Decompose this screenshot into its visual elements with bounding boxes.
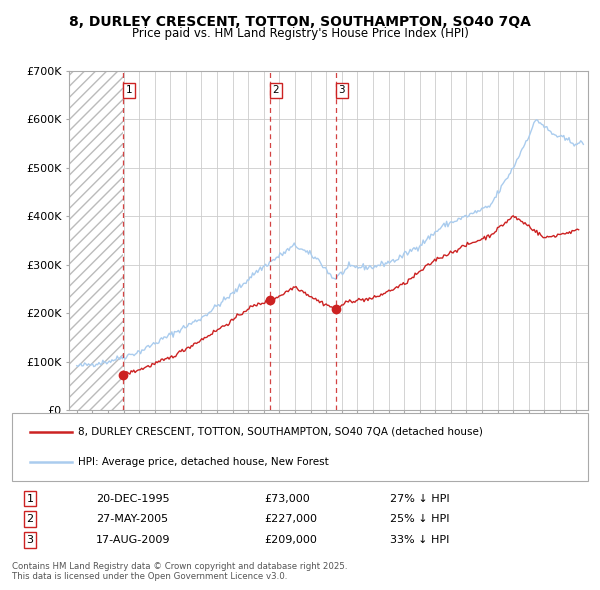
Text: £227,000: £227,000: [264, 514, 317, 524]
Text: 17-AUG-2009: 17-AUG-2009: [96, 535, 170, 545]
Bar: [69, 71, 123, 410]
Text: 27-MAY-2005: 27-MAY-2005: [96, 514, 168, 524]
Text: £73,000: £73,000: [264, 494, 310, 503]
Text: 2: 2: [26, 514, 34, 524]
Text: 20-DEC-1995: 20-DEC-1995: [96, 494, 170, 503]
Text: 33% ↓ HPI: 33% ↓ HPI: [390, 535, 449, 545]
Text: Price paid vs. HM Land Registry's House Price Index (HPI): Price paid vs. HM Land Registry's House …: [131, 27, 469, 40]
Text: 27% ↓ HPI: 27% ↓ HPI: [390, 494, 449, 503]
Text: 25% ↓ HPI: 25% ↓ HPI: [390, 514, 449, 524]
Text: 3: 3: [26, 535, 34, 545]
Text: 3: 3: [338, 85, 345, 95]
Text: 1: 1: [26, 494, 34, 503]
Text: Contains HM Land Registry data © Crown copyright and database right 2025.
This d: Contains HM Land Registry data © Crown c…: [12, 562, 347, 581]
Text: 1: 1: [125, 85, 132, 95]
Text: HPI: Average price, detached house, New Forest: HPI: Average price, detached house, New …: [78, 457, 329, 467]
Text: 8, DURLEY CRESCENT, TOTTON, SOUTHAMPTON, SO40 7QA: 8, DURLEY CRESCENT, TOTTON, SOUTHAMPTON,…: [69, 15, 531, 29]
Text: 2: 2: [272, 85, 279, 95]
Text: £209,000: £209,000: [264, 535, 317, 545]
Text: 8, DURLEY CRESCENT, TOTTON, SOUTHAMPTON, SO40 7QA (detached house): 8, DURLEY CRESCENT, TOTTON, SOUTHAMPTON,…: [78, 427, 483, 437]
